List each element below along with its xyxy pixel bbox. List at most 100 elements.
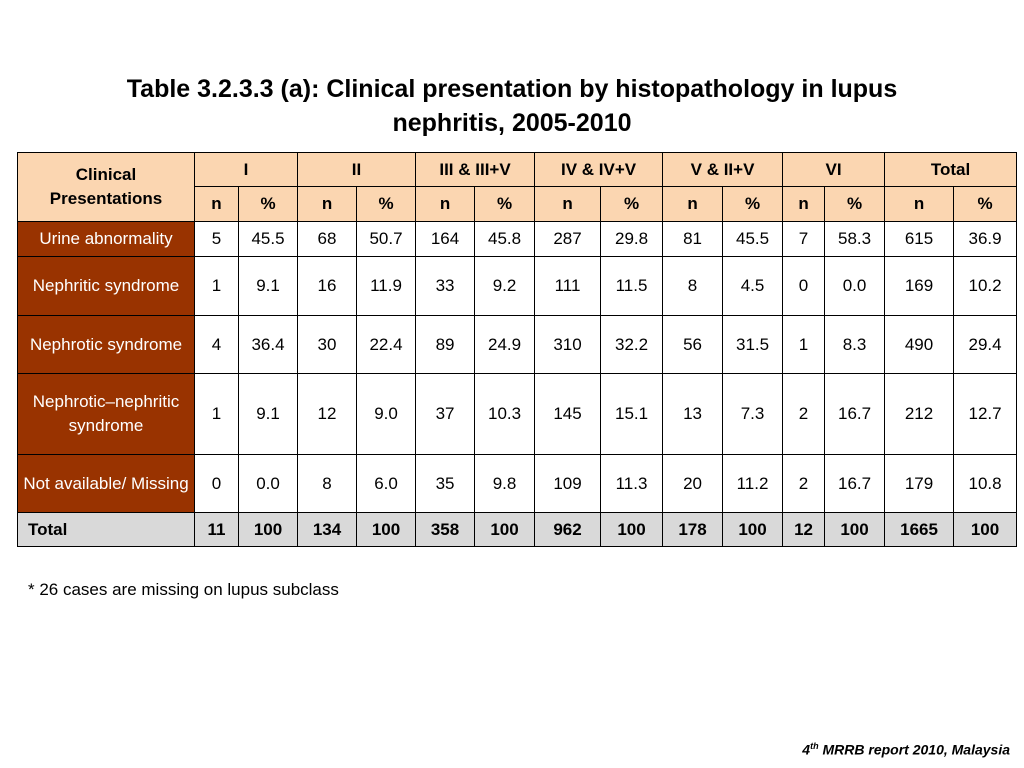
table-cell: 11.2 — [722, 454, 784, 513]
row-label: Urine abnormality — [17, 221, 195, 257]
table-row: Urine abnormality 5 45.5 68 50.7 164 45.8 287 29… — [17, 221, 1018, 257]
table-cell: 31.5 — [722, 315, 784, 374]
table-cell: 10.8 — [953, 454, 1018, 513]
total-cell: 134 — [297, 512, 358, 547]
sub-header-pct: % — [824, 186, 886, 222]
sub-header-row: n % n % n % n % n % n % n % — [18, 186, 1018, 222]
table-cell: 1 — [782, 315, 826, 374]
table-cell: 13 — [662, 373, 724, 455]
table-cell: 0 — [194, 454, 239, 513]
table-row: Not available/ Missing 0 0.0 8 6.0 35 9.8 109 11… — [17, 454, 1018, 513]
source-num: 4 — [802, 741, 811, 758]
table-cell: 50.7 — [356, 221, 417, 257]
group-header: III & III+V — [415, 152, 536, 187]
table-cell: 169 — [884, 256, 955, 316]
total-label: Total — [17, 512, 195, 547]
table-cell: 179 — [884, 454, 955, 513]
table-cell: 111 — [534, 256, 602, 316]
group-header: Total — [884, 152, 1018, 187]
row-label: Nephrotic syndrome — [17, 315, 195, 374]
table-cell: 11.5 — [600, 256, 664, 316]
table-cell: 29.4 — [953, 315, 1018, 374]
group-header: II — [297, 152, 417, 187]
sub-header-n: n — [415, 186, 476, 222]
total-cell: 100 — [722, 512, 784, 547]
sub-header-pct: % — [953, 186, 1018, 222]
table-cell: 8 — [662, 256, 724, 316]
title-line-2: nephritis, 2005-2010 — [392, 109, 632, 137]
table-cell: 12.7 — [953, 373, 1018, 455]
table-cell: 2 — [782, 454, 826, 513]
sub-header-n: n — [194, 186, 239, 222]
title-line-1: Table 3.2.3.3 (a): Clinical presentation… — [126, 75, 898, 103]
table-row: Nephrotic–nephritic syndrome 1 9.1 12 9.0 37 1… — [17, 373, 1018, 455]
table-cell: 9.1 — [237, 373, 299, 455]
total-cell: 1665 — [884, 512, 955, 547]
table-cell: 56 — [662, 315, 724, 374]
table-cell: 490 — [884, 315, 955, 374]
table-cell: 109 — [534, 454, 602, 513]
total-cell: 100 — [237, 512, 299, 547]
table-cell: 33 — [415, 256, 476, 316]
table-cell: 1 — [194, 373, 239, 455]
table-cell: 58.3 — [824, 221, 886, 257]
table-row: Nephrotic syndrome 4 36.4 30 22.4 89 24.9 310 32… — [17, 315, 1018, 374]
sub-header-pct: % — [722, 186, 784, 222]
table-cell: 16 — [297, 256, 358, 316]
table-cell: 45.5 — [237, 221, 299, 257]
total-cell: 12 — [782, 512, 826, 547]
sub-header-n: n — [782, 186, 826, 222]
total-cell: 100 — [600, 512, 664, 547]
sub-header-pct: % — [600, 186, 664, 222]
table-cell: 11.9 — [356, 256, 417, 316]
total-row: Total 11 100 134 100 358 100 962 100 178 100 12 100 1… — [17, 512, 1018, 547]
table-cell: 9.1 — [237, 256, 299, 316]
table-cell: 145 — [534, 373, 602, 455]
sub-header-n: n — [884, 186, 955, 222]
total-cell: 100 — [824, 512, 886, 547]
table-row: Nephritic syndrome 1 9.1 16 11.9 33 9.2 111 11.5… — [17, 256, 1018, 316]
group-header: IV & IV+V — [534, 152, 664, 187]
table-cell: 45.5 — [722, 221, 784, 257]
table-cell: 4.5 — [722, 256, 784, 316]
source-sup: th — [810, 741, 819, 751]
total-cell: 100 — [356, 512, 417, 547]
source-rest: MRRB report 2010, Malaysia — [818, 741, 1010, 758]
table-cell: 10.3 — [474, 373, 536, 455]
table-cell: 29.8 — [600, 221, 664, 257]
table-cell: 6.0 — [356, 454, 417, 513]
table-cell: 12 — [297, 373, 358, 455]
table-cell: 310 — [534, 315, 602, 374]
table-cell: 68 — [297, 221, 358, 257]
table-cell: 24.9 — [474, 315, 536, 374]
table-cell: 7.3 — [722, 373, 784, 455]
table-cell: 1 — [194, 256, 239, 316]
table-cell: 9.8 — [474, 454, 536, 513]
table-cell: 212 — [884, 373, 955, 455]
footnote: * 26 cases are missing on lupus subclass — [28, 580, 339, 599]
table-cell: 81 — [662, 221, 724, 257]
table-cell: 9.0 — [356, 373, 417, 455]
table-cell: 20 — [662, 454, 724, 513]
total-cell: 100 — [953, 512, 1018, 547]
group-header: I — [193, 152, 299, 187]
sub-header-n: n — [297, 186, 358, 222]
sub-header-n: n — [662, 186, 724, 222]
total-cell: 962 — [534, 512, 602, 547]
row-label: Not available/ Missing — [17, 454, 195, 513]
table-cell: 35 — [415, 454, 476, 513]
table-cell: 9.2 — [474, 256, 536, 316]
table-cell: 4 — [194, 315, 239, 374]
group-header: VI — [782, 152, 886, 187]
sub-header-pct: % — [356, 186, 417, 222]
table-cell: 0.0 — [237, 454, 299, 513]
row-label: Nephritic syndrome — [17, 256, 195, 316]
sub-header-pct: % — [474, 186, 536, 222]
table-cell: 89 — [415, 315, 476, 374]
table-cell: 8 — [297, 454, 358, 513]
source-citation: 4th MRRB report 2010, Malaysia — [802, 741, 1010, 758]
table-cell: 36.9 — [953, 221, 1018, 257]
table-cell: 30 — [297, 315, 358, 374]
page-title: Table 3.2.3.3 (a): Clinical presentation… — [40, 72, 984, 140]
table-cell: 10.2 — [953, 256, 1018, 316]
